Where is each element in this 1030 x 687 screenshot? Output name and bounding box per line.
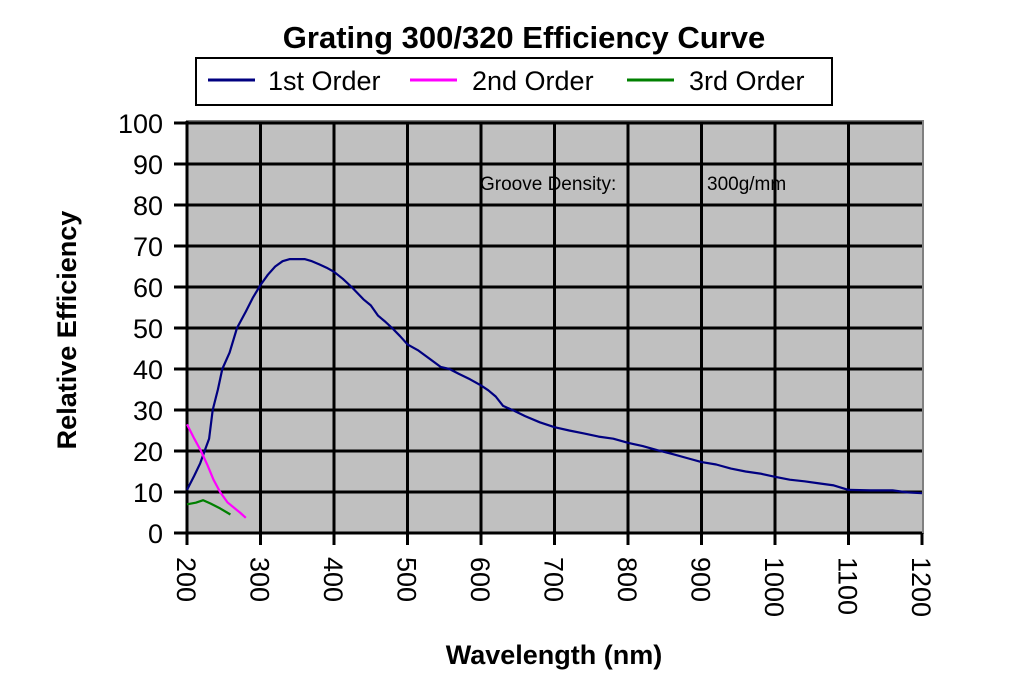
gridlines <box>187 121 922 533</box>
legend-box <box>195 57 833 106</box>
y-tick-label: 70 <box>133 232 163 262</box>
y-tick-label: 100 <box>118 109 163 139</box>
x-tick-label: 800 <box>612 557 642 602</box>
y-tick-label: 0 <box>148 519 163 549</box>
x-tick-label: 1100 <box>833 557 863 615</box>
chart-title: Grating 300/320 Efficiency Curve <box>283 20 765 55</box>
legend-item: 3rd Order <box>627 66 805 96</box>
x-tick-label: 200 <box>171 557 201 602</box>
y-tick-label: 20 <box>133 437 163 467</box>
annotation-label: Groove Density: <box>480 174 616 195</box>
y-tick-label: 80 <box>133 191 163 221</box>
legend-item: 1st Order <box>208 66 381 96</box>
y-tick-label: 60 <box>133 273 163 303</box>
series-line-2nd-order <box>186 423 247 519</box>
annotations: Groove Density: 300g/mm <box>480 174 786 195</box>
annotation-value: 300g/mm <box>707 174 786 195</box>
y-axis-title: Relative Efficiency <box>52 211 82 450</box>
x-tick-label: 700 <box>539 557 569 602</box>
y-tick-label: 10 <box>133 478 163 508</box>
y-tick-labels: 0 10 20 30 40 50 60 70 80 90 100 <box>118 109 163 549</box>
series-line-1st-order <box>186 258 923 495</box>
x-tick-label: 500 <box>392 557 422 602</box>
legend-label: 2nd Order <box>472 66 594 96</box>
x-tick-label: 1200 <box>906 557 936 617</box>
y-tick-label: 40 <box>133 355 163 385</box>
series-layer <box>186 258 923 519</box>
legend-label: 1st Order <box>268 66 381 96</box>
series-line-3rd-order <box>186 499 231 516</box>
x-tick-label: 400 <box>318 557 348 602</box>
y-tick-label: 90 <box>133 150 163 180</box>
x-tick-label: 900 <box>686 557 716 602</box>
y-tick-label: 50 <box>133 314 163 344</box>
legend: 1st Order 2nd Order 3rd Order <box>195 57 833 106</box>
x-axis-title: Wavelength (nm) <box>446 640 663 670</box>
legend-item: 2nd Order <box>410 66 594 96</box>
x-tick-label: 600 <box>465 557 495 602</box>
axes <box>174 121 924 545</box>
x-tick-label: 1000 <box>759 557 789 617</box>
x-tick-labels: 200 300 400 500 600 700 800 900 1000 1100 1200 <box>171 557 936 617</box>
x-tick-label: 300 <box>245 557 275 602</box>
y-tick-label: 30 <box>133 396 163 426</box>
legend-label: 3rd Order <box>689 66 805 96</box>
